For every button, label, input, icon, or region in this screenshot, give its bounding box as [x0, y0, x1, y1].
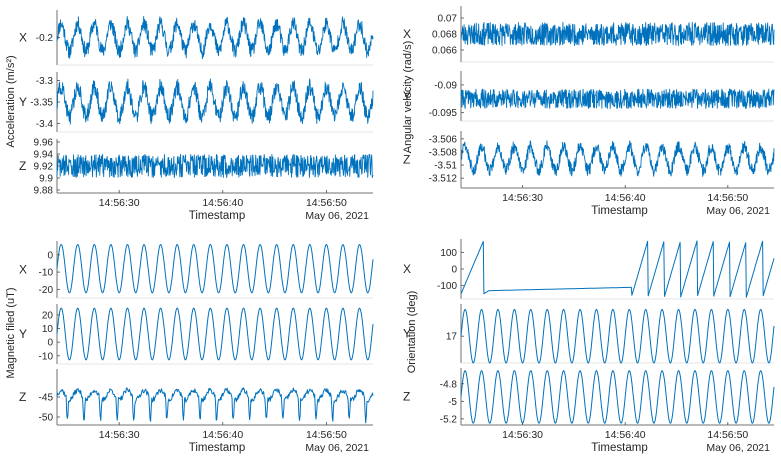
series-name-z: Z — [403, 390, 410, 404]
y-tick-label: -100 — [437, 281, 457, 292]
date-label: May 06, 2021 — [305, 210, 369, 222]
date-label: May 06, 2021 — [706, 442, 770, 454]
y-tick-label: 9.88 — [34, 186, 54, 197]
series-line-y — [56, 78, 374, 125]
x-tick-label: 14:56:50 — [306, 429, 347, 441]
series-line-x — [56, 15, 374, 60]
x-tick-label: 14:56:30 — [502, 429, 543, 441]
date-label: May 06, 2021 — [305, 442, 369, 454]
series-name-x: X — [19, 263, 27, 277]
y-tick-label: -3.3 — [36, 76, 54, 87]
x-tick-label: 14:56:40 — [605, 192, 646, 204]
x-tick-label: 14:56:40 — [202, 197, 243, 209]
x-axis-title: Timestamp — [189, 442, 245, 454]
y-axis-title: Magnetic filed (uT) — [5, 287, 17, 378]
y-tick-label: -3.4 — [36, 119, 54, 130]
y-tick-label: -10 — [39, 351, 54, 362]
y-tick-label: 0.07 — [438, 14, 458, 25]
series-line-y — [56, 307, 374, 361]
y-tick-label: -3.512 — [429, 174, 458, 185]
series-line-x — [460, 22, 775, 46]
y-tick-label: 9.96 — [34, 138, 54, 149]
angular-velocity-panel: Angular velocity (rad/s)X 0.07 0.068 0.066 Y… — [402, 6, 775, 217]
x-axis-title: Timestamp — [591, 205, 647, 217]
y-tick-label: 9.9 — [39, 174, 53, 185]
series-name-z: Z — [19, 159, 26, 173]
y-axis-title: Orientation (deg) — [406, 291, 418, 374]
series-line-y — [460, 88, 775, 109]
y-tick-label: 0 — [47, 250, 53, 261]
x-tick-label: 14:56:40 — [605, 429, 646, 441]
y-tick-label: -0.095 — [429, 108, 458, 119]
x-axis-title: Timestamp — [189, 210, 245, 222]
y-tick-label: 10 — [42, 324, 54, 335]
series-line-z — [56, 154, 374, 178]
y-tick-label: -45 — [39, 393, 54, 404]
y-tick-label: -50 — [39, 413, 54, 424]
series-name-y: Y — [19, 327, 27, 341]
x-axis-title: Timestamp — [591, 442, 647, 454]
date-label: May 06, 2021 — [706, 205, 770, 217]
x-tick-label: 14:56:50 — [707, 429, 748, 441]
y-tick-label: -5 — [448, 397, 457, 408]
series-line-x — [460, 240, 775, 298]
y-axis-title: Angular velocity (rad/s) — [402, 41, 414, 154]
y-tick-label: -20 — [39, 285, 54, 296]
x-tick-label: 14:56:50 — [707, 192, 748, 204]
series-line-y — [460, 308, 775, 364]
x-tick-label: 14:56:30 — [99, 429, 140, 441]
y-tick-label: 0 — [47, 338, 53, 349]
y-tick-label: -3.508 — [429, 147, 458, 158]
y-tick-label: -3.51 — [434, 161, 457, 172]
x-tick-label: 14:56:50 — [306, 197, 347, 209]
y-tick-label: 0.068 — [432, 30, 457, 41]
y-tick-label: -5.2 — [440, 414, 458, 425]
y-tick-label: -0.2 — [36, 33, 54, 44]
series-name-z: Z — [19, 390, 26, 404]
y-tick-label: -4.8 — [440, 379, 458, 390]
x-tick-label: 14:56:30 — [99, 197, 140, 209]
y-tick-label: -3.35 — [30, 98, 53, 109]
series-name-y: Y — [403, 89, 411, 103]
series-line-z — [56, 387, 374, 424]
y-tick-label: -3.506 — [429, 134, 458, 145]
series-name-y: Y — [19, 95, 27, 109]
x-tick-label: 14:56:30 — [502, 192, 543, 204]
series-line-z — [460, 140, 775, 177]
y-tick-label: 100 — [440, 248, 457, 259]
y-tick-label: 9.94 — [34, 150, 54, 161]
y-tick-label: 20 — [42, 310, 54, 321]
y-tick-label: -10 — [39, 268, 54, 279]
y-tick-label: 0 — [451, 265, 457, 276]
y-axis-title: Acceleration (m/s²) — [5, 55, 17, 147]
y-tick-label: 0.066 — [432, 46, 457, 57]
orientation-panel: Orientation (deg) X 100 0 -100 Y 17 Z -4.8 -5 -5.2… — [403, 239, 775, 454]
series-name-y: Y — [403, 327, 411, 341]
series-line-x — [56, 244, 374, 294]
y-tick-label: 9.92 — [34, 162, 54, 173]
y-tick-label: -0.09 — [434, 80, 457, 91]
series-name-x: X — [19, 31, 27, 45]
magnetic-field-panel: Magnetic filed (uT)X 0 -10 -20 Y 20 10 0 -10 Z -45… — [5, 241, 374, 454]
series-name-z: Z — [403, 153, 410, 167]
series-line-z — [460, 370, 775, 424]
series-name-x: X — [403, 262, 411, 276]
acceleration-panel: Acceleration (m/s²)X -0.2Y-3.3-3.35-3.4Z9… — [5, 10, 374, 222]
series-name-x: X — [403, 27, 411, 41]
y-tick-label: 17 — [446, 332, 458, 343]
x-tick-label: 14:56:40 — [202, 429, 243, 441]
